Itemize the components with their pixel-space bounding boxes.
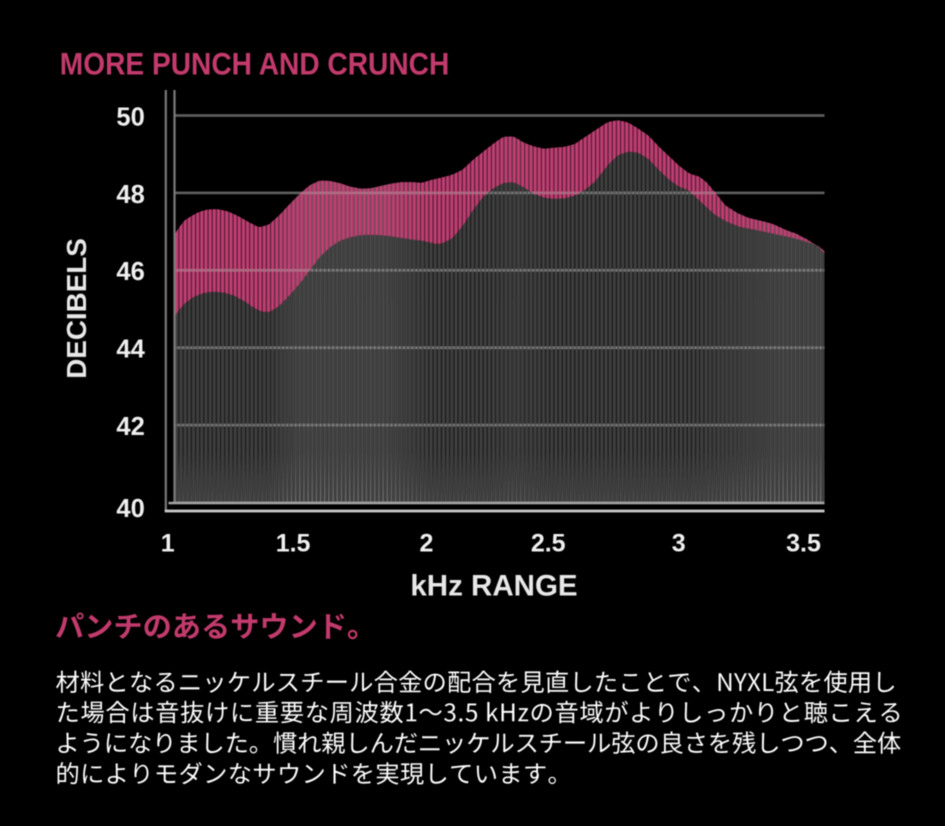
svg-text:kHz RANGE: kHz RANGE [410, 570, 577, 603]
svg-text:2.5: 2.5 [531, 530, 566, 558]
svg-text:1: 1 [161, 530, 175, 558]
svg-text:2: 2 [419, 530, 433, 558]
svg-text:50: 50 [116, 103, 144, 131]
svg-text:DECIBELS: DECIBELS [61, 238, 92, 379]
svg-text:MORE PUNCH AND CRUNCH: MORE PUNCH AND CRUNCH [60, 47, 449, 82]
svg-text:40: 40 [116, 495, 144, 523]
svg-text:1.5: 1.5 [276, 530, 311, 558]
svg-text:48: 48 [116, 181, 144, 209]
svg-text:46: 46 [116, 258, 144, 286]
svg-text:3: 3 [672, 530, 686, 558]
svg-text:3.5: 3.5 [786, 530, 821, 558]
svg-text:44: 44 [116, 336, 145, 364]
svg-text:42: 42 [116, 413, 144, 441]
